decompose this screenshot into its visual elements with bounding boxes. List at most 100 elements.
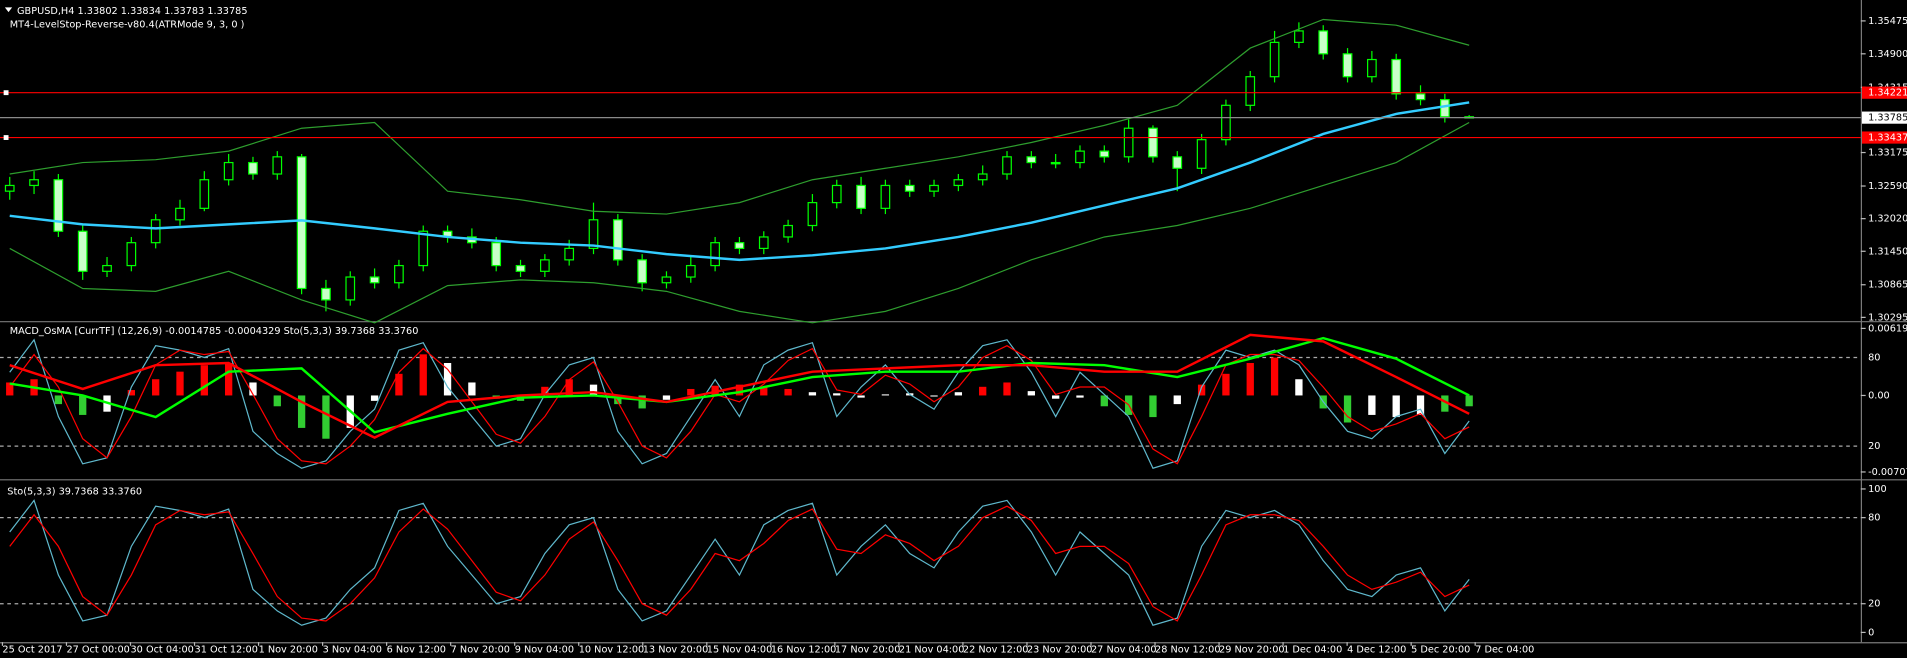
osma-bar bbox=[1368, 395, 1376, 415]
indicator-line bbox=[9, 121, 1470, 324]
osma-bar bbox=[152, 379, 160, 396]
y-tick-label: 80 bbox=[1868, 513, 1880, 524]
candle-body bbox=[758, 236, 769, 250]
level-label: 1.34221 bbox=[1868, 88, 1907, 99]
candle-body bbox=[53, 179, 64, 232]
candle-body bbox=[1148, 127, 1158, 158]
x-tick-label: 9 Nov 04:00 bbox=[515, 644, 574, 655]
x-tick-label: 16 Nov 12:00 bbox=[771, 644, 837, 655]
candle-body bbox=[345, 276, 356, 301]
candle-body bbox=[685, 264, 696, 278]
candle-body bbox=[661, 276, 672, 284]
osma-bar bbox=[711, 385, 719, 396]
level-label-box bbox=[1862, 131, 1907, 144]
sto-line bbox=[9, 505, 1470, 622]
candle-body bbox=[734, 242, 745, 250]
candle-body bbox=[1269, 41, 1280, 78]
osma-bar bbox=[79, 395, 87, 415]
y-tick-label: 0.00 bbox=[1868, 390, 1890, 401]
level-label-box bbox=[1862, 86, 1907, 99]
candle-body bbox=[953, 179, 964, 187]
candle-body bbox=[856, 184, 866, 209]
candle-body bbox=[977, 173, 988, 181]
osma-bar bbox=[322, 395, 330, 439]
x-tick-label: 29 Nov 20:00 bbox=[1219, 644, 1285, 655]
osma-bar bbox=[687, 388, 695, 396]
y-tick-label: 0.006198 bbox=[1868, 323, 1907, 334]
candle-body bbox=[175, 207, 185, 221]
osma-bar bbox=[565, 379, 573, 396]
candle-body bbox=[783, 224, 793, 238]
candle-body bbox=[223, 161, 234, 181]
candle-body bbox=[248, 161, 258, 175]
x-tick-label: 22 Nov 12:00 bbox=[963, 644, 1029, 655]
osma-bar bbox=[784, 388, 792, 396]
candle-body bbox=[904, 184, 915, 192]
y-tick-label: 20 bbox=[1868, 599, 1880, 610]
osma-bar bbox=[6, 382, 14, 396]
candle-body bbox=[296, 156, 307, 290]
x-tick-label: 5 Dec 20:00 bbox=[1411, 644, 1470, 655]
osma-bar bbox=[419, 354, 427, 396]
candle-body bbox=[929, 184, 939, 192]
candle-body bbox=[1002, 156, 1012, 175]
candle-body bbox=[1099, 150, 1110, 158]
x-tick-label: 27 Oct 00:00 bbox=[66, 644, 129, 655]
candle-body bbox=[637, 259, 648, 284]
x-tick-label: 1 Dec 04:00 bbox=[1283, 644, 1342, 655]
indicator-line bbox=[9, 18, 1470, 215]
osma-bar bbox=[979, 386, 987, 396]
indicator-line bbox=[9, 101, 1470, 262]
candle-body bbox=[1367, 58, 1377, 78]
osma-bar bbox=[662, 395, 671, 400]
y-tick-label: 1.34900 bbox=[1868, 49, 1907, 60]
osma-bar bbox=[638, 395, 646, 409]
y-tick-label: -0.007073 bbox=[1868, 467, 1907, 478]
candle-body bbox=[150, 219, 161, 244]
osma-bar bbox=[1076, 395, 1084, 398]
candle-body bbox=[369, 276, 380, 284]
candle-body bbox=[1318, 30, 1329, 55]
osma-bar bbox=[930, 395, 938, 397]
candle-body bbox=[102, 264, 112, 272]
candle-body bbox=[1172, 156, 1183, 169]
osma-bar bbox=[1173, 395, 1181, 405]
y-tick-label: 1.30295 bbox=[1868, 312, 1907, 323]
candle-body bbox=[1342, 53, 1353, 78]
x-tick-label: 17 Nov 20:00 bbox=[835, 644, 901, 655]
osma-bar bbox=[1270, 357, 1279, 396]
candle-body bbox=[1026, 156, 1037, 164]
sto-line bbox=[9, 499, 1470, 626]
osma-bar bbox=[881, 394, 890, 396]
osma-bar bbox=[297, 395, 306, 428]
collapse-arrow[interactable] bbox=[4, 7, 13, 13]
level-handle bbox=[3, 135, 9, 140]
candle-body bbox=[831, 184, 842, 204]
candle-body bbox=[612, 219, 623, 261]
osma-bar bbox=[370, 395, 379, 401]
candle-body bbox=[1294, 30, 1304, 43]
osma-bar bbox=[1027, 391, 1035, 396]
osma-bar bbox=[200, 365, 208, 396]
candle-body bbox=[321, 287, 331, 301]
candle-body bbox=[539, 259, 550, 272]
osma-bar bbox=[614, 395, 622, 405]
osma-bar bbox=[1003, 382, 1011, 396]
candle-body bbox=[491, 242, 502, 267]
osma-bar bbox=[249, 382, 257, 396]
price-label: 1.33785 bbox=[1868, 113, 1907, 124]
osma-bar bbox=[176, 371, 184, 396]
candle-body bbox=[1439, 98, 1450, 118]
osma-bar bbox=[395, 373, 403, 396]
x-tick-label: 28 Nov 12:00 bbox=[1155, 644, 1221, 655]
candle-body bbox=[1050, 161, 1061, 165]
osma-bar bbox=[1392, 395, 1400, 418]
x-tick-label: 25 Oct 2017 bbox=[2, 644, 62, 655]
x-tick-label: 23 Nov 20:00 bbox=[1027, 644, 1093, 655]
osma-bar bbox=[1197, 384, 1206, 396]
candle-body bbox=[272, 156, 283, 175]
osma-bar bbox=[273, 395, 281, 407]
candle-body bbox=[564, 247, 575, 261]
osma-bar bbox=[443, 363, 452, 396]
